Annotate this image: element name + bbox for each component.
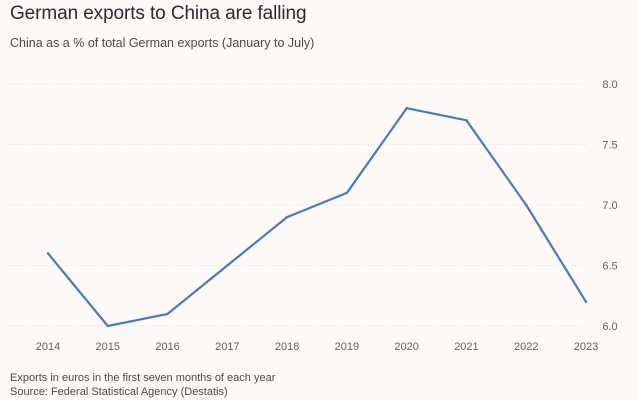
x-tick-label: 2016 xyxy=(155,341,179,353)
y-tick-label: 8.0 xyxy=(602,79,617,91)
x-tick-label: 2014 xyxy=(36,341,60,353)
x-tick-label: 2015 xyxy=(96,341,120,353)
data-point xyxy=(285,215,289,219)
data-point xyxy=(465,119,468,122)
data-point xyxy=(106,324,109,328)
chart-title: German exports to China are falling xyxy=(10,3,307,24)
x-tick-label: 2020 xyxy=(394,341,418,353)
data-point xyxy=(584,300,588,303)
x-tick-label: 2022 xyxy=(514,341,538,353)
x-tick-label: 2019 xyxy=(335,341,359,353)
y-tick-label: 6.0 xyxy=(602,321,617,333)
x-tick-label: 2018 xyxy=(275,341,299,353)
y-tick-label: 7.0 xyxy=(602,200,617,212)
x-tick-label: 2021 xyxy=(454,341,478,353)
chart-subtitle: China as a % of total German exports (Ja… xyxy=(10,36,315,50)
series-line xyxy=(46,107,588,328)
y-tick-label: 6.5 xyxy=(602,261,617,273)
x-tick-label: 2017 xyxy=(215,341,239,353)
data-point xyxy=(226,264,229,267)
chart-source: Source: Federal Statistical Agency (Dest… xyxy=(10,386,228,398)
data-point xyxy=(345,191,349,195)
data-point xyxy=(525,203,528,207)
data-point xyxy=(405,107,408,110)
y-tick-label: 7.5 xyxy=(602,140,617,152)
chart-footnote: Exports in euros in the first seven mont… xyxy=(10,372,276,384)
x-tick-label: 2023 xyxy=(574,341,598,353)
data-point xyxy=(46,252,50,255)
data-point xyxy=(166,312,169,316)
